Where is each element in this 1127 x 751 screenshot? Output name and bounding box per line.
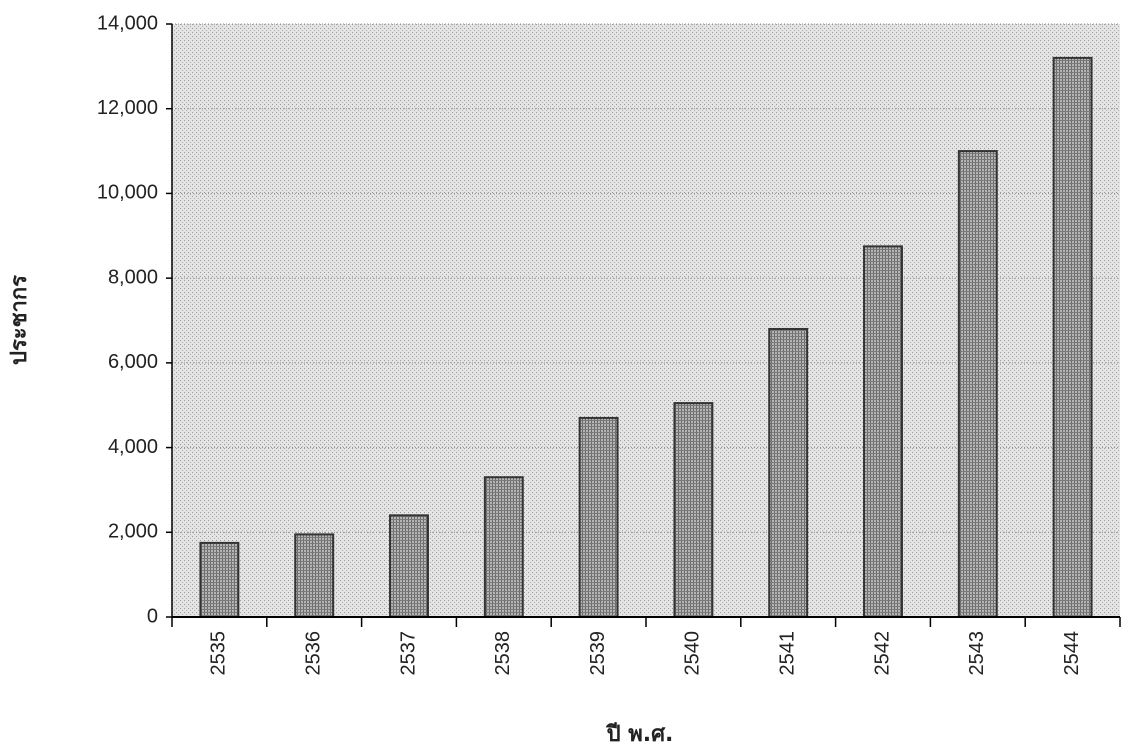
y-tick-label: 6,000 (108, 351, 158, 373)
x-tick-label: 2543 (966, 631, 988, 676)
bar (389, 514, 429, 618)
bar (673, 402, 714, 618)
bar (1052, 56, 1093, 618)
x-tick-label: 2542 (871, 631, 893, 676)
bar (768, 327, 809, 618)
x-tick-label: 2541 (776, 631, 798, 676)
x-tick-label: 2540 (682, 631, 704, 676)
x-axis-title: ปี พ.ศ. (605, 722, 673, 747)
x-tick-label: 2544 (1061, 631, 1083, 676)
x-tick-label: 2538 (492, 631, 514, 676)
bar (578, 416, 619, 618)
bar (199, 541, 240, 618)
y-tick-label: 14,000 (97, 12, 158, 34)
x-tick-label: 2539 (587, 631, 609, 676)
y-tick-label: 8,000 (108, 266, 158, 288)
y-tick-label: 4,000 (108, 436, 158, 458)
bar (294, 533, 335, 618)
y-axis-title: ประชากร (7, 275, 32, 365)
bar (863, 245, 903, 618)
x-tick-label: 2537 (397, 631, 419, 676)
bar (483, 476, 524, 618)
x-tick-label: 2536 (302, 631, 324, 676)
y-tick-label: 12,000 (97, 97, 158, 119)
y-tick-label: 0 (147, 605, 158, 627)
y-tick-label: 10,000 (97, 182, 158, 204)
y-tick-label: 2,000 (108, 521, 158, 543)
x-tick-label: 2535 (208, 631, 230, 676)
bar (957, 150, 998, 618)
